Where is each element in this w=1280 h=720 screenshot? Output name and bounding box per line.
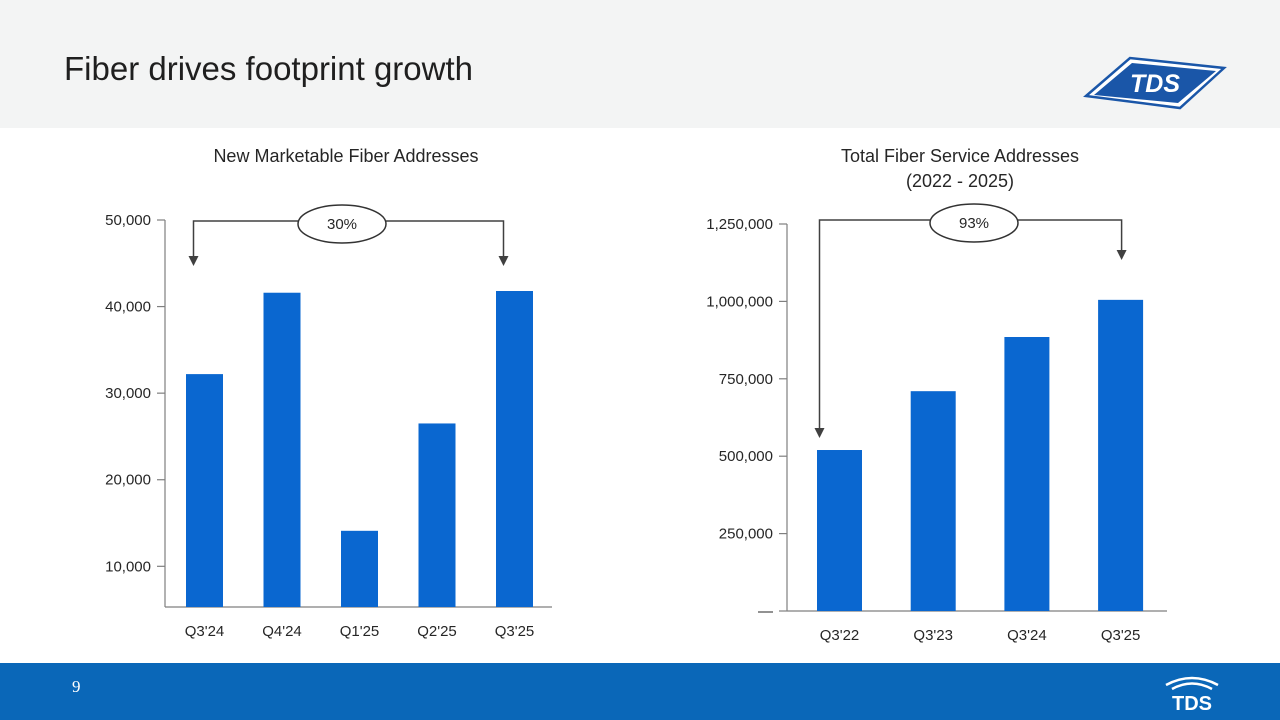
bar: [263, 292, 301, 607]
x-tick-label: Q4'24: [262, 623, 302, 640]
page-number: 9: [72, 677, 81, 696]
charts-canvas: 10,000 20,000 30,000 40,000 50,000 Q3'24 Q4'24…: [105, 203, 1167, 644]
chart-1: 10,000 20,000 30,000 40,000 50,000 Q3'24 Q4'24…: [105, 204, 552, 640]
chart-1-title: New Marketable Fiber Addresses: [146, 144, 546, 169]
annotation-bracket: [818, 219, 1123, 430]
annotation-bubble: [929, 203, 1019, 243]
x-tick-label: Q3'24: [185, 623, 225, 640]
y-tick-label: —: [758, 603, 773, 620]
bar: [910, 391, 956, 611]
tds-footer-logo: TDS: [1165, 676, 1219, 713]
y-tick-label: 1,250,000: [706, 216, 773, 233]
bar: [1004, 337, 1050, 611]
bar: [496, 290, 533, 607]
y-tick-label: 50,000: [105, 212, 151, 229]
x-tick-label: Q1'25: [340, 623, 380, 640]
annotation-arrowhead: [814, 428, 825, 438]
x-tick-label: Q3'25: [495, 623, 535, 640]
chart-2-title-text: Total Fiber Service Addresses: [840, 146, 1080, 166]
x-tick-label: Q3'23: [913, 627, 953, 644]
chart-1-title-text: New Marketable Fiber Addresses: [213, 146, 479, 166]
bar: [341, 530, 378, 607]
annotation-arrowhead: [1116, 250, 1127, 260]
slide-header: [0, 0, 1280, 128]
bar: [817, 450, 862, 611]
chart-2-subtitle-text: (2022 - 2025): [905, 171, 1015, 191]
x-tick-label: Q3'22: [820, 627, 860, 644]
bar: [1098, 299, 1144, 611]
y-tick-label: 20,000: [105, 472, 151, 489]
tds-footer-logo-text: TDS: [1172, 693, 1212, 713]
y-tick-label: 1,000,000: [706, 293, 773, 310]
annotation-label: 93%: [959, 215, 989, 232]
annotation-arrowhead: [188, 256, 199, 266]
y-tick-label: 10,000: [105, 558, 151, 575]
growth-annotation: 30%: [188, 204, 509, 266]
chart-2: — 250,000 500,000 750,000 1,000,000 1,250,000…: [706, 203, 1167, 644]
x-tick-label: Q3'24: [1007, 627, 1047, 644]
y-tick-label: 750,000: [719, 371, 773, 388]
y-tick-label: 30,000: [105, 385, 151, 402]
y-tick-label: 40,000: [105, 299, 151, 316]
tds-logo-text: TDS: [1130, 70, 1180, 98]
x-tick-label: Q3'25: [1101, 627, 1141, 644]
bar: [418, 423, 456, 607]
slide-title: Fiber drives footprint growth: [64, 50, 474, 87]
y-tick-label: 250,000: [719, 526, 773, 543]
slide-footer: 9 TDS: [0, 663, 1280, 720]
chart-2-title: Total Fiber Service Addresses (2022 - 20…: [760, 144, 1160, 194]
x-tick-label: Q2'25: [417, 623, 457, 640]
annotation-bubble: [297, 204, 387, 244]
tds-logo: TDS: [1083, 56, 1227, 110]
growth-annotation: 93%: [814, 203, 1127, 438]
annotation-label: 30%: [327, 216, 357, 233]
bar: [186, 374, 223, 607]
y-tick-label: 500,000: [719, 448, 773, 465]
annotation-arrowhead: [498, 256, 509, 266]
